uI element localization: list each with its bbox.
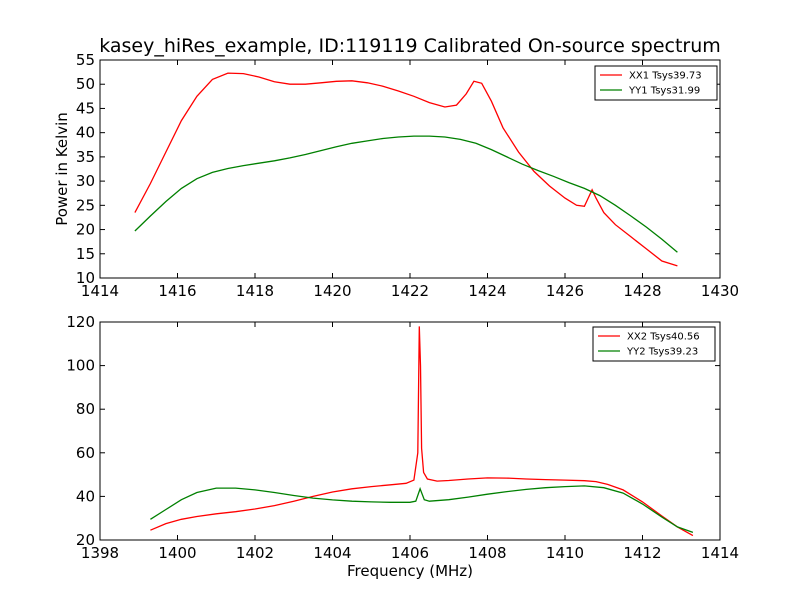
series-line-1 <box>150 326 694 537</box>
x-tick-label: 1430 <box>701 282 739 300</box>
y-tick-label: 30 <box>76 172 95 190</box>
legend: XX1 Tsys39.73 YY1 Tsys31.99 <box>594 65 718 101</box>
x-tick-label: 1408 <box>468 544 506 562</box>
legend-label: YY2 Tsys39.23 <box>626 347 698 358</box>
legend-label: XX2 Tsys40.56 <box>627 332 700 343</box>
x-tick-label: 1414 <box>81 282 119 300</box>
series-line-1 <box>134 72 678 267</box>
x-tick-label: 1410 <box>546 544 584 562</box>
series-line-2 <box>134 135 678 253</box>
y-tick-label: 40 <box>76 124 95 142</box>
bottom-chart-xlabel: Frequency (MHz) <box>347 562 473 580</box>
y-tick-label: 45 <box>76 99 95 117</box>
x-tick-label: 1404 <box>313 544 351 562</box>
x-tick-label: 1414 <box>701 544 739 562</box>
x-tick-label: 1418 <box>236 282 274 300</box>
x-tick-label: 1420 <box>313 282 351 300</box>
x-tick-label: 1398 <box>81 544 119 562</box>
y-tick-label: 20 <box>76 531 95 549</box>
y-tick-label: 25 <box>76 196 95 214</box>
top-chart-title: kasey_hiRes_example, ID:119119 Calibrate… <box>99 35 721 57</box>
x-tick-label: 1400 <box>158 544 196 562</box>
bottom-plot: 1398 1400 1402 1404 1406 1408 1410 1412 1414 20 40… <box>66 313 739 562</box>
legend-box <box>592 326 716 362</box>
y-tick-label: 55 <box>76 51 95 69</box>
y-tick-label: 120 <box>66 313 95 331</box>
legend-box <box>594 65 718 101</box>
top-plot: 1414 1416 1418 1420 1422 1424 1426 1428 1430 10 15… <box>76 51 739 300</box>
legend-label: YY1 Tsys31.99 <box>628 86 700 97</box>
y-tick-label: 40 <box>76 487 95 505</box>
y-tick-label: 60 <box>76 444 95 462</box>
x-tick-label: 1422 <box>391 282 429 300</box>
y-tick-label: 10 <box>76 269 95 287</box>
x-tick-label: 1424 <box>468 282 506 300</box>
x-tick-label: 1402 <box>236 544 274 562</box>
y-tick-label: 35 <box>76 148 95 166</box>
x-tick-label: 1406 <box>391 544 429 562</box>
y-tick-label: 80 <box>76 400 95 418</box>
legend-label: XX1 Tsys39.73 <box>629 71 702 82</box>
y-tick-label: 50 <box>76 75 95 93</box>
y-tick-label: 100 <box>66 357 95 375</box>
x-tick-label: 1428 <box>623 282 661 300</box>
y-tick-label: 20 <box>76 221 95 239</box>
y-tick-label: 15 <box>76 245 95 263</box>
top-chart-ylabel: Power in Kelvin <box>53 112 71 226</box>
legend: XX2 Tsys40.56 YY2 Tsys39.23 <box>592 326 716 362</box>
x-tick-label: 1426 <box>546 282 584 300</box>
series-line-2 <box>150 485 694 534</box>
x-tick-label: 1412 <box>623 544 661 562</box>
x-tick-label: 1416 <box>158 282 196 300</box>
